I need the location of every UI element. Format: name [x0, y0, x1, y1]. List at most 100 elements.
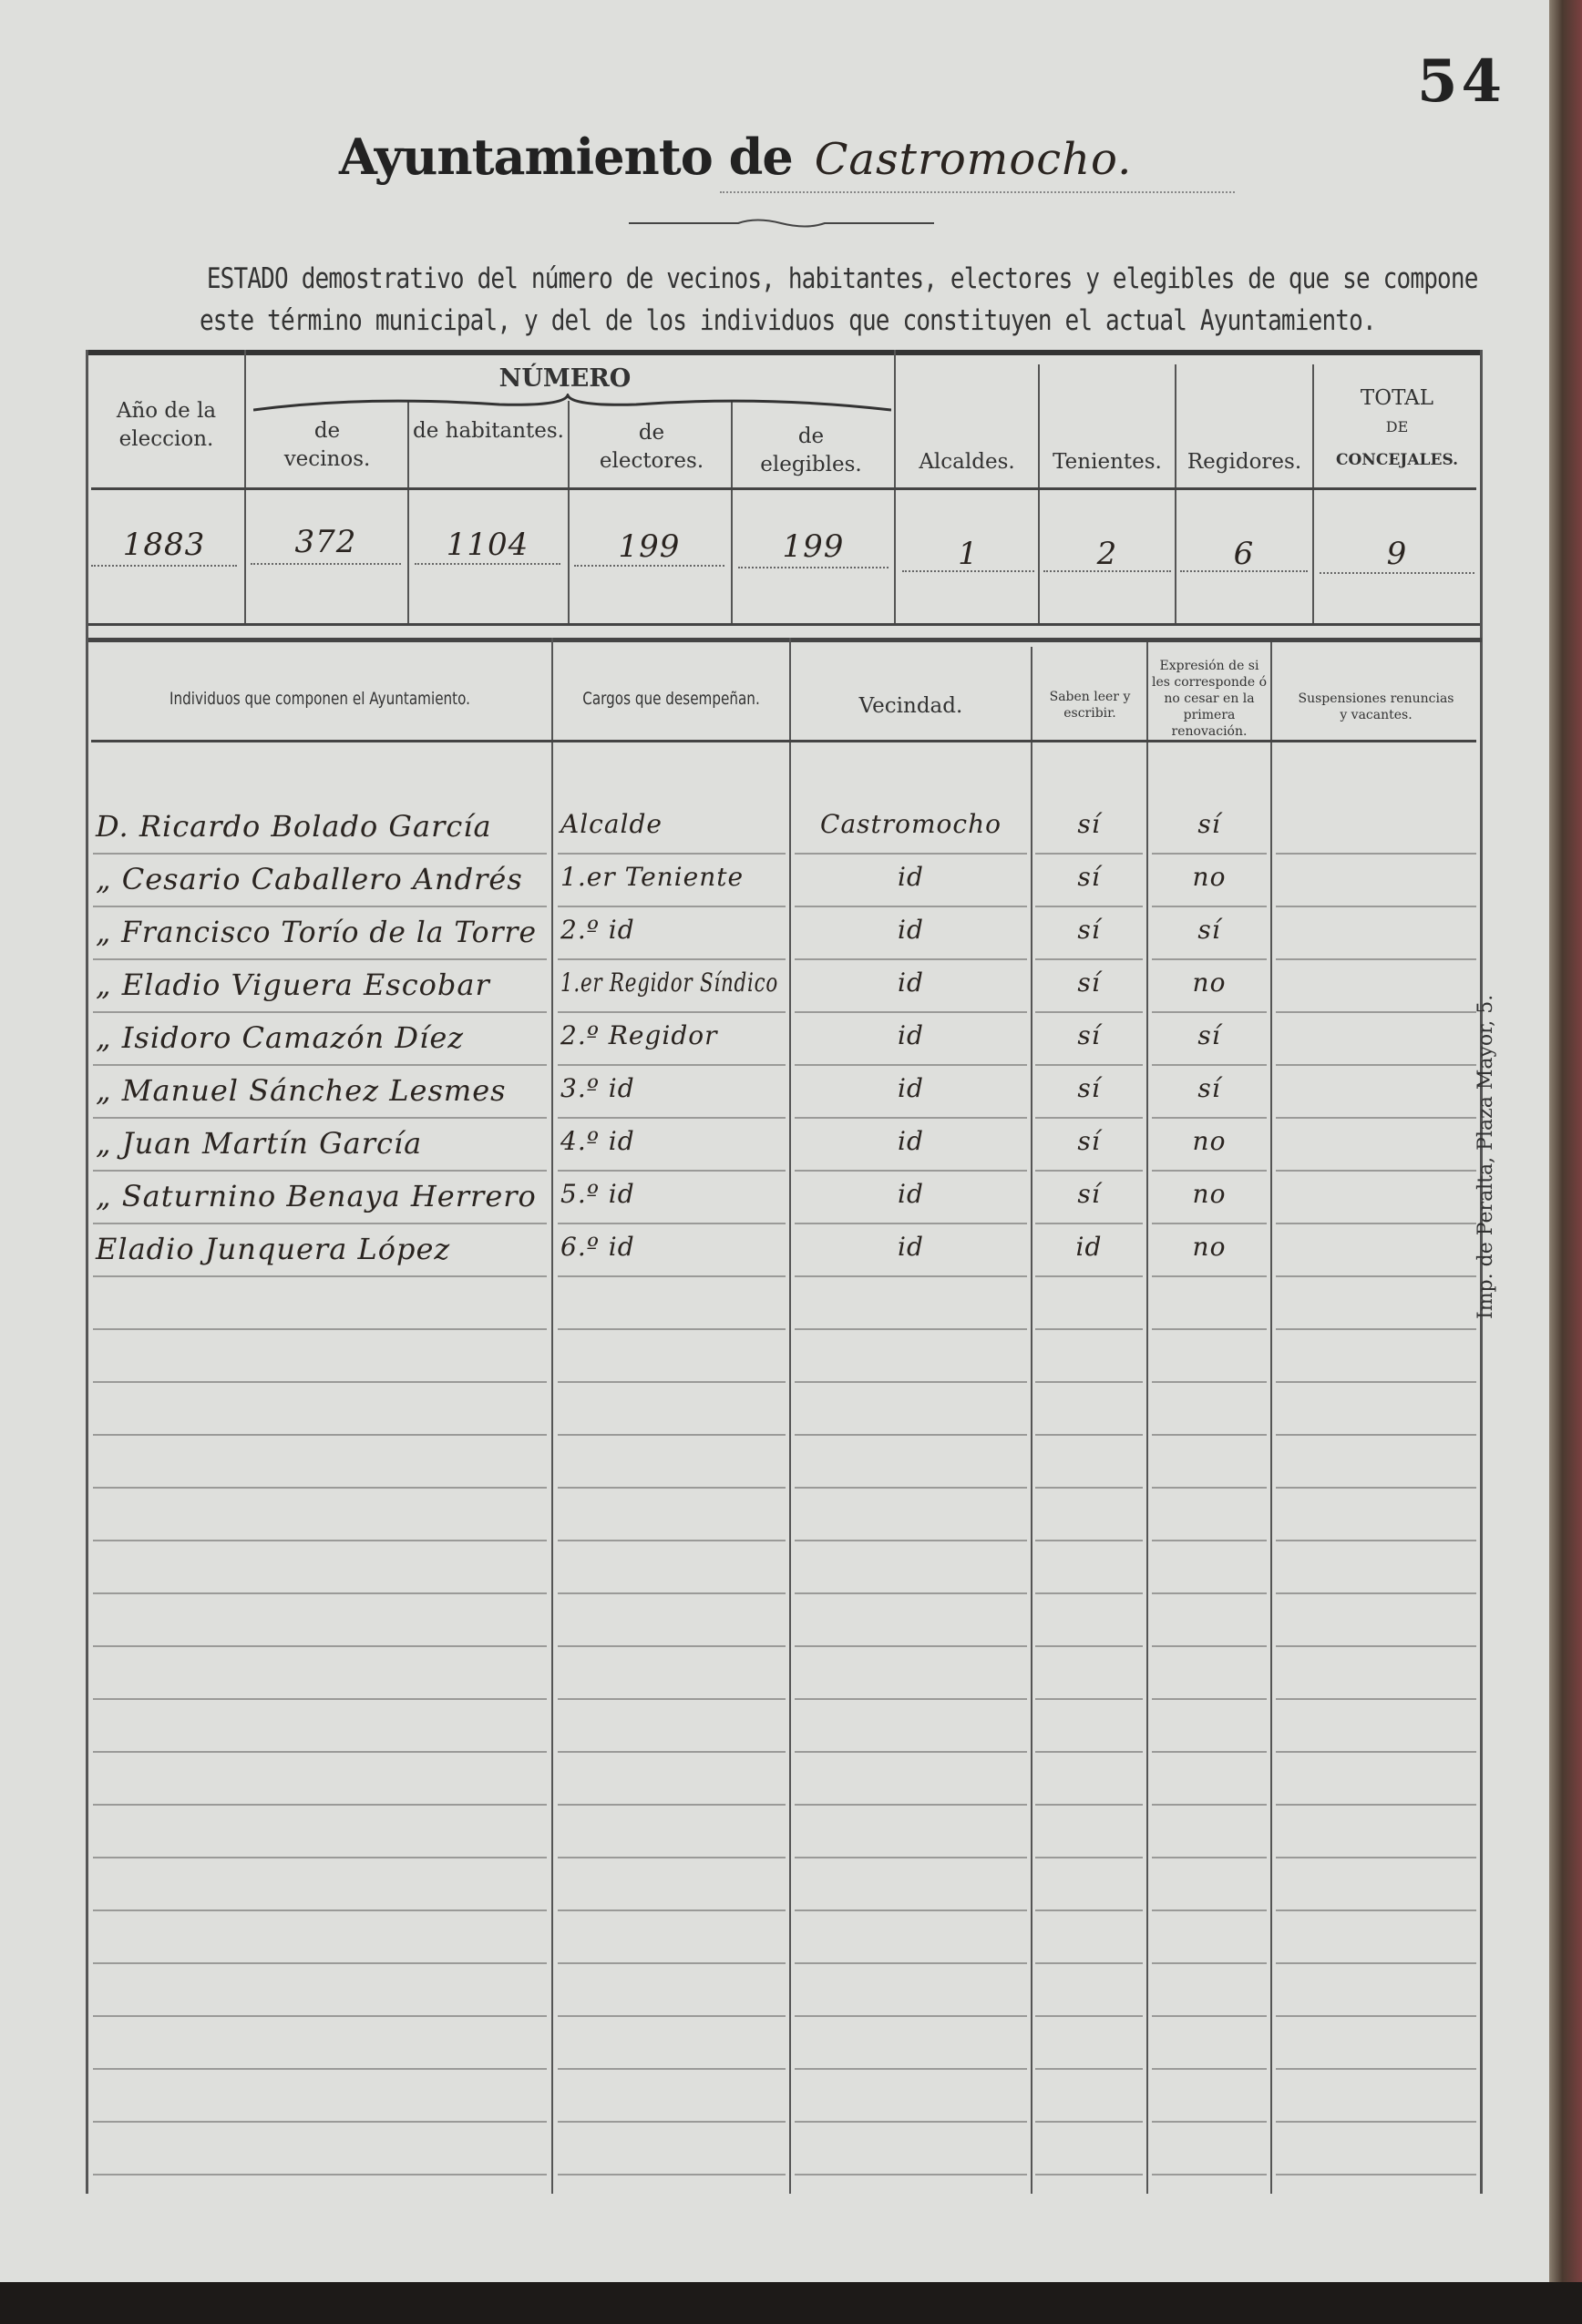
member-cargo: 6.º id [560, 1232, 635, 1262]
header-regidores: Regidores. [1186, 450, 1302, 474]
header-total-de: DE [1385, 418, 1409, 435]
header-habitantes: de habitantes. [413, 419, 564, 443]
member-vecindad-cell: id [795, 1232, 1027, 1262]
member-saben-cell: sí [1035, 809, 1143, 839]
member-expresion: no [1192, 862, 1227, 892]
member-vecindad-cell: id [795, 1179, 1027, 1209]
member-name-cell: „ Cesario Caballero Andrés [96, 862, 542, 896]
header-total: TOTAL DE CONCEJALES. [1314, 384, 1480, 475]
member-saben: sí [1077, 809, 1101, 839]
header-cargos: Cargos que desempeñan. [582, 689, 760, 709]
header-alcaldes: Alcaldes. [919, 450, 1015, 474]
member-saben: sí [1077, 1020, 1101, 1050]
brace [253, 394, 891, 412]
numero-group-header: NÚMERO [498, 364, 632, 393]
member-expresion-cell: no [1152, 967, 1267, 998]
member-saben: sí [1077, 1126, 1101, 1156]
member-cargo-cell: 1.er Regidor Síndico [560, 967, 784, 998]
header-year: Año de la eleccion. [116, 399, 217, 451]
member-saben-cell: sí [1035, 1126, 1143, 1156]
member-expresion: no [1192, 1126, 1227, 1156]
member-cargo-cell: Alcalde [560, 809, 784, 839]
member-expresion-cell: no [1152, 1126, 1267, 1156]
header-vecinos: de vecinos. [283, 419, 371, 471]
member-name-cell: Eladio Junquera López [96, 1232, 542, 1266]
member-vecindad-cell: id [795, 1020, 1027, 1050]
member-saben: sí [1077, 1179, 1101, 1209]
member-name-cell: „ Eladio Viguera Escobar [96, 967, 542, 1002]
value-electores: 199 [618, 528, 681, 565]
member-name: „ Isidoro Camazón Díez [96, 1020, 465, 1055]
header-tenientes: Tenientes. [1053, 450, 1162, 474]
member-expresion-cell: no [1152, 1232, 1267, 1262]
ornament [629, 219, 934, 228]
member-name: D. Ricardo Bolado García [96, 809, 492, 844]
member-vecindad: id [898, 967, 924, 998]
member-saben: id [1075, 1232, 1103, 1262]
member-vecindad-cell: id [795, 967, 1027, 998]
printer-imprint: Imp. de Peralta, Plaza Mayor, 5. [1474, 994, 1497, 1319]
member-name: Eladio Junquera López [96, 1232, 451, 1266]
member-cargo-cell: 4.º id [560, 1126, 784, 1156]
value-elegibles: 199 [782, 528, 845, 565]
member-name-cell: „ Isidoro Camazón Díez [96, 1020, 542, 1055]
member-saben: sí [1077, 862, 1101, 892]
member-cargo: 2.º Regidor [560, 1020, 718, 1050]
member-saben: sí [1077, 1073, 1101, 1103]
member-cargo-cell: 5.º id [560, 1179, 784, 1209]
value-total: 9 [1386, 536, 1408, 572]
title-municipality: Castromocho. [814, 134, 1133, 185]
title: Ayuntamiento de Castromocho. [339, 128, 1132, 186]
member-cargo: 5.º id [560, 1179, 635, 1209]
member-name: „ Eladio Viguera Escobar [96, 967, 490, 1002]
member-expresion: no [1192, 1232, 1227, 1262]
member-cargo: 4.º id [560, 1126, 635, 1156]
book-edge [1549, 0, 1582, 2324]
title-rule [720, 191, 1235, 193]
member-vecindad: id [898, 1179, 924, 1209]
member-cargo-cell: 1.er Teniente [560, 862, 784, 892]
member-expresion: sí [1197, 915, 1221, 945]
member-saben-cell: id [1035, 1232, 1143, 1262]
member-expresion: sí [1197, 809, 1221, 839]
value-habitantes: 1104 [446, 527, 529, 563]
member-vecindad: id [898, 1126, 924, 1156]
heading-line-1-text: ESTADO demostrativo del número de vecino… [206, 262, 1479, 295]
value-regidores: 6 [1233, 536, 1255, 572]
member-saben-cell: sí [1035, 1073, 1143, 1103]
member-expresion-cell: no [1152, 862, 1267, 892]
value-tenientes: 2 [1096, 536, 1118, 572]
member-vecindad: id [898, 1073, 924, 1103]
member-saben-cell: sí [1035, 1179, 1143, 1209]
member-vecindad-cell: id [795, 1073, 1027, 1103]
member-name: „ Saturnino Benaya Herrero [96, 1179, 537, 1213]
member-expresion-cell: sí [1152, 915, 1267, 945]
value-alcaldes: 1 [958, 536, 979, 572]
member-vecindad: id [898, 915, 924, 945]
value-vecinos: 372 [294, 524, 357, 560]
member-vecindad: id [898, 1232, 924, 1262]
member-vecindad-cell: Castromocho [795, 809, 1027, 839]
member-cargo-cell: 2.º Regidor [560, 1020, 784, 1050]
heading-line-2-text: este término municipal, y del de los ind… [199, 304, 1377, 337]
member-cargo-cell: 2.º id [560, 915, 784, 945]
member-expresion: no [1192, 1179, 1227, 1209]
member-name-cell: „ Francisco Torío de la Torre [96, 915, 542, 949]
member-cargo: 3.º id [560, 1073, 635, 1103]
header-individuos: Individuos que componen el Ayuntamiento. [169, 689, 471, 709]
member-vecindad-cell: id [795, 915, 1027, 945]
member-name-cell: D. Ricardo Bolado García [96, 809, 542, 844]
member-saben: sí [1077, 915, 1101, 945]
member-expresion-cell: sí [1152, 1073, 1267, 1103]
member-cargo-cell: 6.º id [560, 1232, 784, 1262]
member-vecindad: id [898, 862, 924, 892]
header-expresion: Expresión de si les corresponde ó no ces… [1151, 659, 1268, 739]
member-name: „ Juan Martín García [96, 1126, 423, 1161]
member-cargo: 1.er Regidor Síndico [560, 967, 778, 998]
member-name: „ Cesario Caballero Andrés [96, 862, 523, 896]
heading-line-2: este término municipal, y del de los ind… [86, 302, 1489, 339]
member-vecindad: Castromocho [820, 809, 1002, 839]
member-name: „ Manuel Sánchez Lesmes [96, 1073, 507, 1108]
heading-line-1: ESTADO demostrativo del número de vecino… [86, 261, 1489, 297]
member-expresion-cell: sí [1152, 1020, 1267, 1050]
